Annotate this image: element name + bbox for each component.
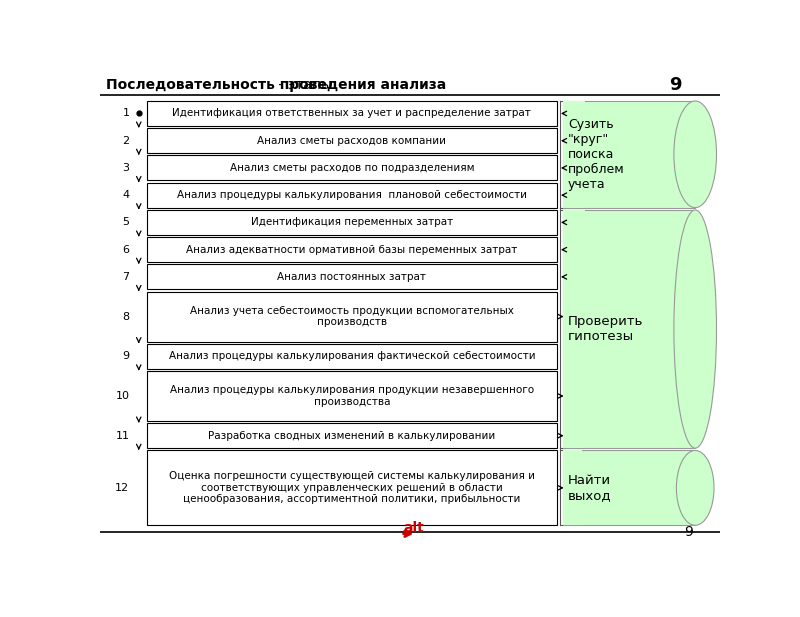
Text: Анализ процедуры калькулирования продукции незавершенного
производства: Анализ процедуры калькулирования продукц… — [170, 385, 534, 407]
Text: Анализ сметы расходов компании: Анализ сметы расходов компании — [258, 136, 446, 146]
Text: 5: 5 — [122, 217, 130, 228]
Ellipse shape — [674, 210, 717, 448]
Text: Оценка погрешности существующей системы калькулирования и
соответствующих управл: Оценка погрешности существующей системы … — [169, 471, 535, 505]
Text: Анализ процедуры калькулирования  плановой себестоимости: Анализ процедуры калькулирования планово… — [177, 190, 527, 200]
Bar — [146, 423, 558, 448]
Text: 3: 3 — [122, 163, 130, 173]
Ellipse shape — [676, 450, 714, 525]
Bar — [563, 101, 585, 208]
Bar — [146, 155, 558, 180]
Text: 9: 9 — [685, 525, 694, 539]
Text: alt: alt — [404, 521, 425, 536]
Bar — [146, 183, 558, 208]
Text: 10: 10 — [115, 391, 130, 401]
Text: 8: 8 — [122, 312, 130, 321]
Text: 7: 7 — [122, 272, 130, 282]
Bar — [146, 292, 558, 342]
Text: Последовательность проведения анализа: Последовательность проведения анализа — [106, 78, 446, 92]
Text: Разработка сводных изменений в калькулировании: Разработка сводных изменений в калькулир… — [208, 431, 495, 441]
Bar — [563, 450, 582, 525]
Text: Найти
выход: Найти выход — [568, 474, 612, 502]
Text: Сузить
"круг"
поиска
проблем
учета: Сузить "круг" поиска проблем учета — [568, 118, 625, 191]
Text: Анализ учета себестоимость продукции вспомогательных
производств: Анализ учета себестоимость продукции всп… — [190, 306, 514, 328]
Bar — [563, 210, 585, 448]
Text: Анализ адекватности ормативной базы переменных затрат: Анализ адекватности ормативной базы пере… — [186, 245, 518, 255]
Text: 2: 2 — [122, 136, 130, 146]
Bar — [563, 210, 695, 448]
Text: 9: 9 — [122, 351, 130, 362]
Text: Анализ постоянных затрат: Анализ постоянных затрат — [278, 272, 426, 282]
Bar — [563, 450, 695, 525]
Text: 12: 12 — [115, 483, 130, 493]
Text: Проверить
гипотезы: Проверить гипотезы — [568, 315, 643, 343]
Bar — [146, 265, 558, 289]
Text: Идентификация переменных затрат: Идентификация переменных затрат — [251, 217, 453, 228]
Text: Анализ процедуры калькулирования фактической себестоимости: Анализ процедуры калькулирования фактиче… — [169, 351, 535, 362]
Bar — [146, 128, 558, 153]
Bar — [146, 101, 558, 126]
Text: Анализ сметы расходов по подразделениям: Анализ сметы расходов по подразделениям — [230, 163, 474, 173]
Text: 1: 1 — [122, 109, 130, 118]
Text: Идентификация ответственных за учет и распределение затрат: Идентификация ответственных за учет и ра… — [173, 109, 531, 118]
Bar — [146, 371, 558, 421]
Text: 4: 4 — [122, 190, 130, 200]
Ellipse shape — [674, 101, 717, 208]
Text: 6: 6 — [122, 245, 130, 255]
Bar — [146, 237, 558, 262]
Text: 9: 9 — [670, 76, 682, 94]
Text: - этапы: - этапы — [274, 78, 332, 92]
Bar — [563, 101, 695, 208]
Bar — [146, 344, 558, 369]
Bar — [146, 210, 558, 235]
Bar — [146, 450, 558, 525]
Text: 11: 11 — [115, 431, 130, 441]
